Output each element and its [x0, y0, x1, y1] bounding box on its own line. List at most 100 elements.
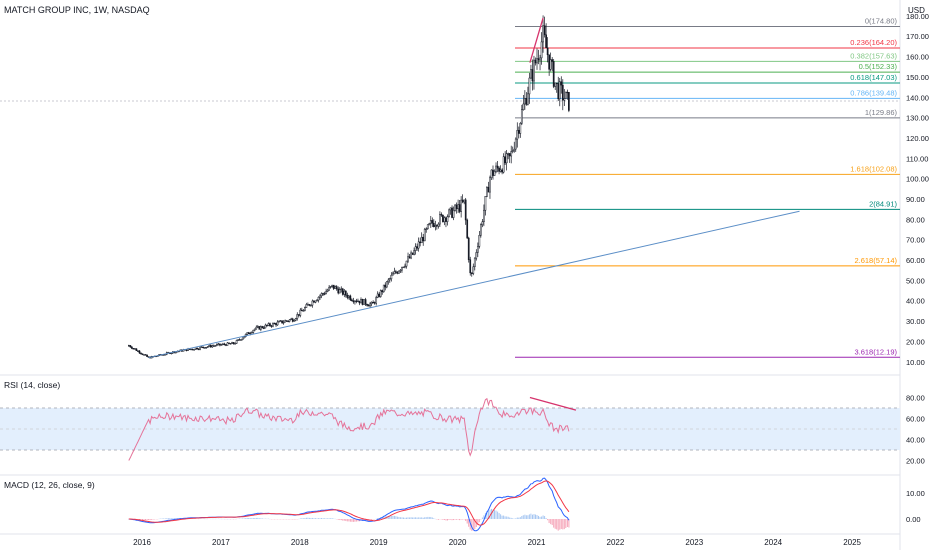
macd-hist-bar: [324, 518, 325, 519]
candle-body: [351, 300, 352, 301]
macd-hist-bar: [304, 518, 305, 519]
candle-body: [268, 324, 269, 326]
candle-body: [509, 154, 510, 156]
price-axis[interactable]: 180.00170.00160.00150.00140.00130.00120.…: [906, 12, 929, 367]
macd-hist-bar: [500, 514, 501, 519]
candle-body: [506, 154, 507, 163]
candle-body: [218, 344, 219, 345]
macd-hist-bar: [520, 517, 521, 519]
candle-body: [234, 343, 235, 344]
macd-hist-bar: [555, 519, 556, 529]
candle-body: [517, 130, 518, 139]
candle-body: [391, 275, 392, 279]
macd-hist-bar: [391, 516, 392, 519]
candle-body: [436, 225, 437, 226]
macd-hist-bar: [508, 517, 509, 519]
candle-body: [309, 304, 310, 305]
macd-hist-bar: [406, 518, 407, 519]
macd-hist-bar: [465, 519, 466, 521]
price-tick-label: 110.00: [906, 154, 928, 163]
candle-body: [228, 343, 229, 344]
macd-hist-bar: [330, 518, 331, 519]
macd-hist-bar: [421, 517, 422, 519]
candle-body: [555, 83, 556, 86]
candle-body: [347, 295, 348, 297]
macd-hist-bar: [301, 518, 302, 519]
candle-body: [424, 229, 425, 241]
candle-body: [485, 196, 486, 210]
candle-body: [480, 225, 481, 235]
candle-body: [248, 333, 249, 334]
macd-hist-bar: [459, 519, 460, 520]
candle-body: [459, 205, 460, 212]
macd-hist-bar: [400, 517, 401, 519]
macd-hist-bar: [254, 518, 255, 519]
drawing-lines[interactable]: [149, 18, 800, 358]
macd-hist-bar: [534, 514, 535, 519]
candle-body: [505, 157, 506, 163]
symbol-title: MATCH GROUP INC, 1W, NASDAQ: [4, 5, 150, 15]
macd-hist-bar: [496, 511, 497, 519]
candle-body: [227, 343, 228, 346]
macd-hist-bar: [303, 518, 304, 519]
macd-hist-bar: [503, 516, 504, 519]
candle-body: [512, 151, 513, 152]
candle-body: [366, 304, 367, 305]
candle-body: [546, 35, 547, 48]
candle-body: [195, 348, 196, 349]
candle-body: [335, 287, 336, 289]
candle-body: [538, 59, 539, 60]
macd-hist-bar: [433, 518, 434, 519]
candle-body: [371, 302, 372, 304]
trendline[interactable]: [149, 211, 800, 357]
macd-hist-bar: [147, 519, 148, 520]
macd-hist-bar: [350, 519, 351, 522]
macd-hist-bar: [405, 518, 406, 519]
macd-hist-bar: [351, 519, 352, 522]
candle-body: [321, 293, 322, 295]
macd-hist-bar: [245, 518, 246, 519]
candle-body: [532, 69, 533, 81]
candle-body: [495, 166, 496, 171]
candle-body: [333, 285, 334, 288]
candle-body: [206, 347, 207, 348]
macd-hist-bar: [342, 519, 343, 521]
macd-hist-bar: [556, 519, 557, 529]
candle-body: [313, 301, 314, 302]
candle-body: [415, 247, 416, 251]
candle-body: [236, 340, 237, 343]
candle-body: [230, 343, 231, 344]
candle-body: [376, 297, 377, 303]
candle-body: [392, 274, 393, 275]
candle-body: [288, 321, 289, 322]
macd-hist-bar: [300, 518, 301, 519]
macd-hist-bar: [408, 517, 409, 519]
price-tick-label: 60.00: [906, 256, 925, 265]
candle-body: [224, 344, 225, 345]
candle-body: [327, 290, 328, 291]
price-tick-label: 130.00: [906, 114, 929, 123]
candle-body: [461, 200, 462, 211]
macd-hist-bar: [426, 517, 427, 519]
candle-body: [300, 310, 301, 315]
candle-body: [508, 154, 509, 155]
candle-body: [523, 104, 524, 110]
rsi-title: RSI (14, close): [4, 380, 60, 390]
fibonacci-retracement[interactable]: 0(174.80)0.236(164.20)0.382(157.63)0.5(1…: [515, 16, 900, 357]
candle-body: [250, 333, 251, 334]
macd-hist-bar: [329, 518, 330, 519]
candle-body: [354, 301, 355, 302]
time-tick-label: 2025: [843, 538, 861, 547]
candle-body: [274, 323, 275, 324]
time-tick-label: 2021: [528, 538, 546, 547]
candle-body: [207, 347, 208, 348]
time-tick-label: 2022: [607, 538, 625, 547]
macd-hist-bar: [321, 518, 322, 519]
macd-hist-bar: [307, 518, 308, 519]
candle-body: [326, 291, 327, 293]
price-candles: [128, 15, 569, 358]
macd-hist-bar: [532, 515, 533, 519]
